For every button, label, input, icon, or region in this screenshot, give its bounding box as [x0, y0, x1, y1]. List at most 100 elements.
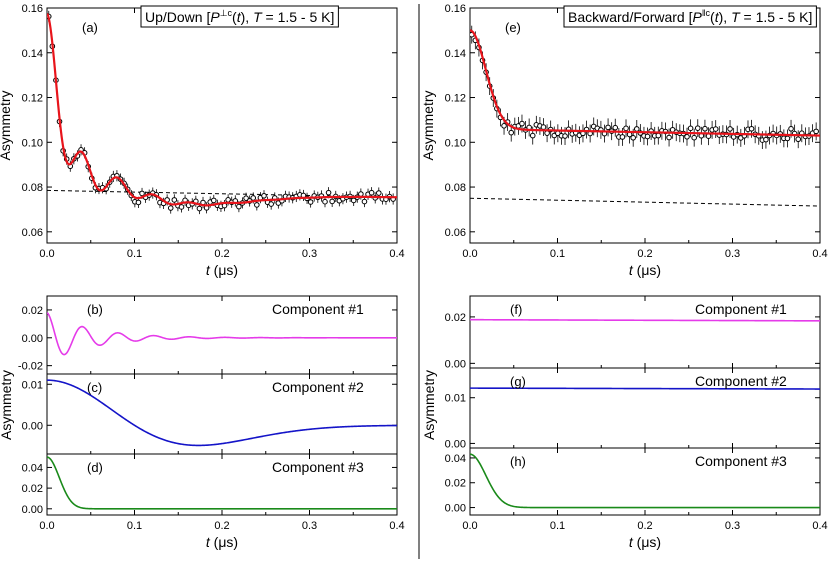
data-point — [322, 198, 328, 205]
x-tick-label: 0.1 — [550, 520, 565, 532]
y-tick-label: 0.04 — [22, 462, 43, 474]
y-tick-label: 0.10 — [22, 137, 43, 149]
x-axis-title: t (μs) — [629, 534, 661, 550]
panel-label: (g) — [510, 374, 526, 389]
panel-g: 0.01 0.00 (g) Component #2 — [445, 367, 821, 450]
title-part: t — [237, 9, 242, 25]
data-point — [633, 126, 640, 132]
data-point — [178, 204, 185, 210]
data-point — [687, 125, 694, 132]
plot-area — [470, 453, 820, 509]
data-point — [210, 197, 217, 204]
chart-title: Backward/Forward [P‖c(t), T = 1.5 - 5 K] — [563, 5, 817, 28]
data-point — [250, 195, 257, 201]
x-tick-label: 0.2 — [214, 520, 229, 532]
y-tick-label: 0.16 — [445, 3, 466, 15]
data-point — [501, 122, 507, 129]
data-point — [619, 134, 626, 140]
y-tick-label: 0.08 — [22, 182, 43, 194]
data-point — [630, 134, 636, 141]
x-tick-label: 0.2 — [214, 248, 229, 260]
panels: 0.06 0.08 0.10 0.12 0.14 0.16 0.0 0.1 0.2 0.3 0.4 t… — [0, 3, 828, 550]
data-point — [376, 190, 382, 196]
x-axis-title: t (μs) — [206, 534, 238, 550]
data-point — [196, 205, 203, 212]
title-part: P — [210, 9, 220, 25]
data-point — [307, 199, 314, 205]
plot-area — [47, 312, 397, 356]
data-point — [694, 125, 701, 131]
data-point — [243, 195, 249, 201]
y-tick-label: 0.02 — [445, 312, 466, 324]
data-point — [325, 189, 332, 196]
data-point — [171, 197, 178, 203]
x-axis-title-var: t — [206, 262, 211, 278]
x-tick-label: 0.3 — [725, 248, 740, 260]
title-part: ), — [241, 9, 253, 25]
title-part: ( — [232, 9, 237, 25]
x-tick-label: 0.2 — [637, 248, 652, 260]
x-tick-label: 0.4 — [812, 520, 827, 532]
y-tick-label: 0.16 — [22, 3, 43, 15]
x-axis-title-var: t — [629, 534, 634, 550]
chart-title-box — [140, 5, 339, 28]
plot-area — [470, 387, 820, 390]
chart-title: Up/Down [P⊥c(t), T = 1.5 - 5 K] — [140, 5, 339, 28]
y-tick-label: 0.00 — [22, 333, 43, 345]
data-point — [763, 136, 769, 143]
data-point — [329, 198, 335, 205]
y-tick-label: 0.01 — [445, 393, 466, 405]
panel-label: (a) — [82, 20, 98, 35]
x-axis-title-var: t — [206, 534, 211, 550]
x-axis-title-unit: (μs) — [210, 534, 238, 550]
x-tick-label: 0.0 — [462, 248, 477, 260]
x-tick-label: 0.3 — [725, 520, 740, 532]
title-part: = 1.5 - 5 K] — [262, 9, 335, 25]
panel-label: (f) — [510, 302, 522, 317]
component-curve — [47, 456, 397, 510]
panel-label: (c) — [87, 380, 102, 395]
x-tick-label: 0.0 — [462, 520, 477, 532]
y-tick-label: 0.12 — [22, 93, 43, 105]
x-axis-title: t (μs) — [629, 262, 661, 278]
x-tick-label: 0.1 — [127, 248, 142, 260]
plot-area — [47, 10, 397, 215]
x-tick-label: 0.4 — [389, 520, 404, 532]
chart-title-box — [563, 5, 817, 28]
panel-label: (d) — [87, 460, 103, 475]
data-point — [519, 120, 525, 127]
data-point — [644, 133, 651, 140]
x-axis-title-unit: (μs) — [633, 262, 661, 278]
data-point — [261, 192, 267, 199]
y-axis-title: Asymmetry — [420, 91, 436, 161]
y-tick-label: 0.14 — [445, 48, 466, 60]
data-point — [167, 205, 174, 211]
y-axis-title: Asymmetry — [0, 91, 13, 161]
y-tick-label: 0.04 — [445, 453, 466, 465]
data-point — [254, 202, 260, 208]
panel-d: 0.04 0.02 0.00 0.0 0.1 0.2 0.3 0.4 t (μs) (d) Comp… — [22, 453, 405, 550]
component-curve — [470, 387, 820, 390]
data-point — [562, 133, 568, 139]
component-label: Component #3 — [272, 459, 364, 475]
data-point — [540, 124, 547, 130]
plot-area — [470, 318, 820, 322]
data-point — [268, 201, 274, 207]
x-tick-label: 0.3 — [302, 248, 317, 260]
data-point — [784, 135, 791, 142]
x-tick-label: 0.1 — [550, 248, 565, 260]
y-tick-label: 0.01 — [22, 379, 43, 391]
title-part: = 1.5 - 5 K] — [740, 9, 813, 25]
plot-area — [47, 456, 397, 510]
data-point — [236, 203, 242, 210]
panel-label: (b) — [87, 302, 103, 317]
chart-title-text: Backward/Forward [P‖c(t), T = 1.5 - 5 K] — [568, 8, 812, 25]
x-axis-title-var: t — [629, 262, 634, 278]
component-label: Component #2 — [695, 373, 787, 389]
data-point — [691, 134, 697, 141]
y-tick-label: 0.00 — [22, 420, 43, 432]
panel-label: (e) — [505, 20, 521, 35]
component-label: Component #3 — [695, 453, 787, 469]
component-curve — [470, 318, 820, 322]
